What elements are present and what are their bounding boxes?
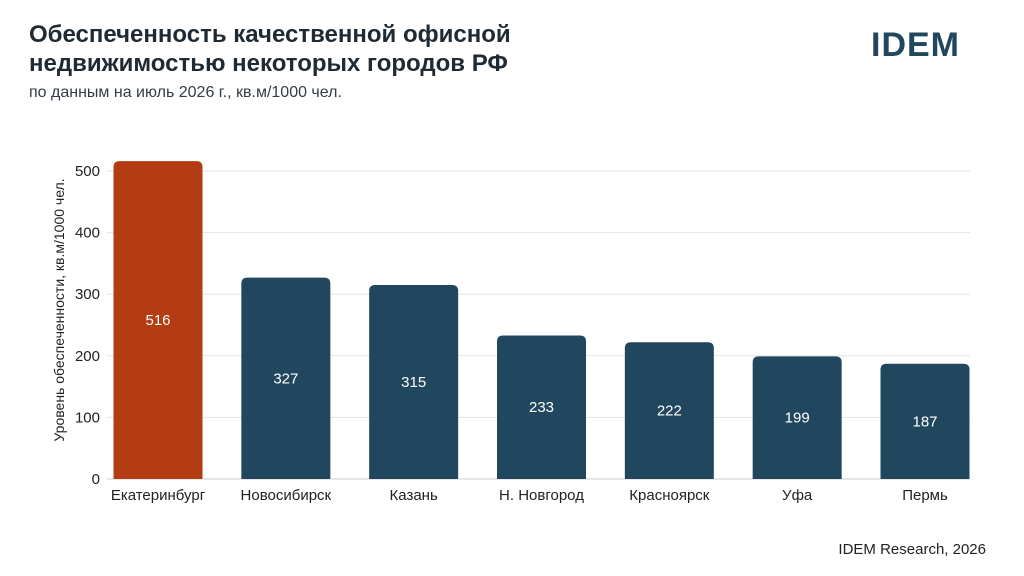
y-axis-ticks: 0 100 200 300 400 500 xyxy=(75,163,100,488)
bar-value-label: 187 xyxy=(912,413,937,430)
y-tick-label: 0 xyxy=(92,471,100,488)
y-axis-label: Уровень обеспеченности, кв.м/1000 чел. xyxy=(51,178,67,441)
chart-title: Обеспеченность качественной офисной недв… xyxy=(29,21,511,77)
category-label: Н. Новгород xyxy=(499,487,584,504)
y-tick-label: 300 xyxy=(75,286,100,303)
bar-value-label: 315 xyxy=(401,374,426,391)
bar xyxy=(241,277,331,479)
category-label: Красноярск xyxy=(629,487,710,504)
bar-value-label: 222 xyxy=(657,403,682,420)
bar-value-label: 233 xyxy=(529,399,554,416)
bar-value-label: 199 xyxy=(785,410,810,427)
source-note: IDEM Research, 2026 xyxy=(838,541,986,558)
y-tick-label: 400 xyxy=(75,225,100,242)
category-label: Уфа xyxy=(782,487,813,504)
bar-value-labels: 516 327 315 233 222 199 187 xyxy=(145,312,937,430)
bar xyxy=(113,161,203,480)
bar xyxy=(752,356,842,479)
bar-value-label: 327 xyxy=(273,370,298,387)
category-label: Новосибирск xyxy=(241,487,332,504)
category-label: Екатеринбург xyxy=(111,487,206,504)
bar xyxy=(369,284,459,479)
chart-subtitle: по данным на июль 2026 г., кв.м/1000 чел… xyxy=(29,84,342,101)
bars xyxy=(113,161,970,480)
category-labels: Екатеринбург Новосибирск Казань Н. Новгород… xyxy=(111,487,948,504)
y-tick-label: 100 xyxy=(75,409,100,426)
y-tick-label: 500 xyxy=(75,163,100,180)
y-tick-label: 200 xyxy=(75,348,100,365)
bar xyxy=(497,335,586,479)
idem-logo: IDEM xyxy=(871,26,960,64)
bar xyxy=(624,342,714,479)
category-label: Казань xyxy=(390,487,438,504)
bar xyxy=(880,363,970,479)
category-label: Пермь xyxy=(902,487,948,504)
bar-value-label: 516 xyxy=(145,312,170,329)
